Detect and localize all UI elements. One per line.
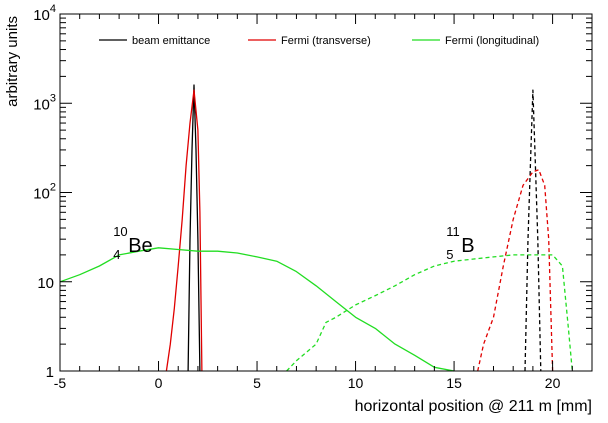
legend-label-0: beam emittance — [132, 35, 210, 47]
y-tick-label: 10 — [37, 275, 54, 292]
legend-label-2: Fermi (longitudinal) — [445, 35, 539, 47]
x-tick-label: 20 — [545, 375, 561, 391]
annotation-charge: 4 — [113, 247, 120, 262]
x-tick-label: 15 — [446, 375, 462, 391]
x-tick-label: -5 — [54, 375, 67, 391]
x-axis-label: horizontal position @ 211 m [mm] — [355, 398, 592, 415]
annotation-mass: 10 — [113, 224, 127, 239]
y-tick-label: 104 — [33, 3, 56, 24]
annotation-element: Be — [128, 235, 152, 257]
series-layer — [59, 84, 573, 372]
x-tick-label: 10 — [348, 375, 364, 391]
y-tick-label: 103 — [33, 92, 56, 113]
legend: beam emittance Fermi (transverse) Fermi (l… — [99, 35, 539, 47]
plot-frame — [59, 13, 593, 372]
annotation-mass: 11 — [446, 224, 460, 239]
x-tick-label: 0 — [155, 375, 163, 391]
series-line-3 — [477, 169, 554, 372]
y-tick-label: 1 — [46, 364, 54, 381]
series-line-4 — [59, 247, 455, 372]
series-line-0 — [187, 84, 201, 372]
x-tick-label: 5 — [253, 375, 261, 391]
series-line-5 — [286, 254, 573, 372]
y-tick-label: 102 — [33, 182, 56, 203]
y-axis-label: arbitrary units — [4, 16, 21, 107]
annotation-element: B — [461, 235, 474, 257]
series-line-2 — [165, 89, 203, 372]
series-line-1 — [524, 89, 542, 372]
legend-label-1: Fermi (transverse) — [281, 35, 371, 47]
labels-layer: horizontal position @ 211 m [mm] arbitrar… — [4, 16, 592, 415]
annotation-charge: 5 — [446, 247, 453, 262]
